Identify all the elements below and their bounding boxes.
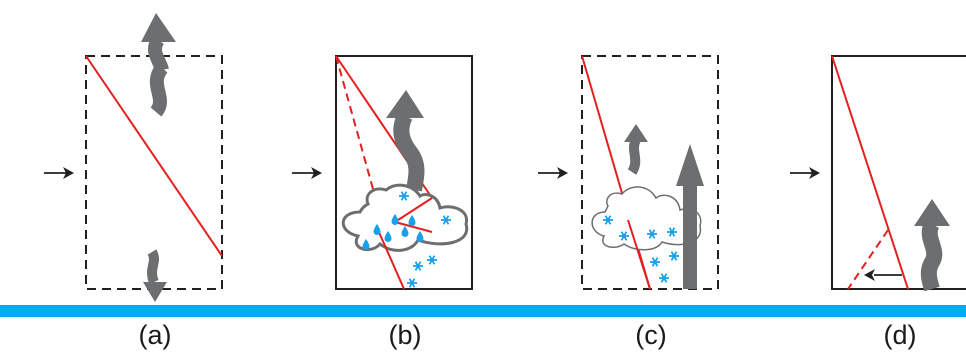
panel-d-label: (d)	[883, 320, 917, 350]
panel-d	[790, 55, 966, 292]
panel-c	[538, 55, 719, 290]
panel-c-label: (c)	[635, 320, 667, 350]
panel-b-updraft-arrow	[386, 90, 425, 192]
panel-d-retreat-arrow	[864, 269, 902, 281]
panel-d-updraft-arrow	[914, 199, 950, 292]
panel-c-tall-updraft-arrow	[676, 144, 704, 289]
panel-b-dashed-line	[335, 55, 391, 251]
panel-b-label: (b)	[388, 320, 422, 350]
panel-a	[44, 13, 223, 302]
panel-b	[292, 55, 473, 290]
ground-line	[0, 305, 966, 317]
panel-d-diagonal-line	[831, 55, 909, 290]
panel-d-dashed-line	[847, 229, 889, 290]
panel-b-frame	[335, 55, 473, 290]
panel-a-updraft-arrow	[141, 13, 176, 117]
panel-d-frame	[831, 55, 966, 290]
panel-a-diagonal-line	[85, 55, 223, 257]
panel-d-inflow-arrow	[790, 167, 820, 179]
panel-b-inflow-arrow	[292, 167, 322, 179]
panel-c-small-updraft-arrow	[624, 124, 648, 175]
panel-c-inflow-arrow	[538, 167, 568, 179]
panel-a-inflow-arrow	[44, 167, 74, 179]
panel-a-label: (a)	[138, 320, 172, 350]
panel-a-downdraft-arrow	[143, 249, 167, 302]
